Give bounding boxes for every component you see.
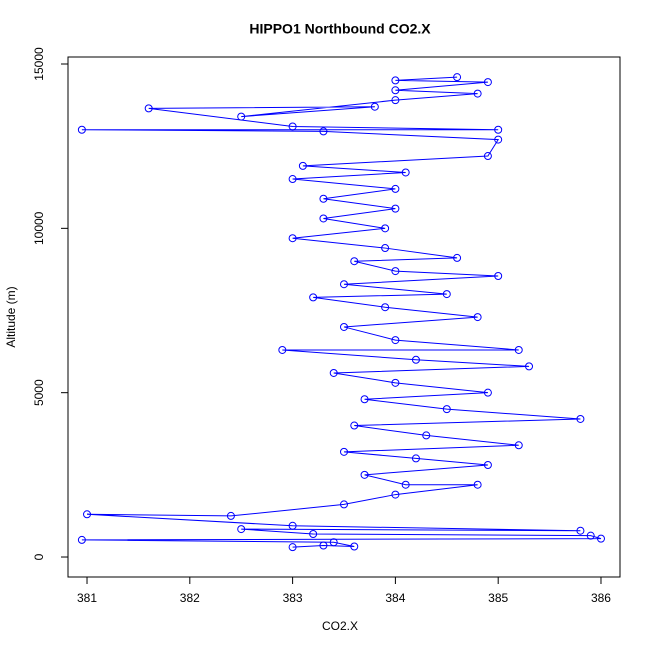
data-point: [319, 541, 328, 550]
data-point: [483, 78, 492, 87]
data-point: [494, 125, 503, 134]
data-point: [288, 234, 297, 243]
data-point: [298, 161, 307, 170]
data-point: [422, 431, 431, 440]
data-point: [391, 86, 400, 95]
data-point: [144, 104, 153, 113]
x-tick-label: 383: [283, 591, 303, 605]
data-point: [83, 510, 92, 519]
x-tick-label: 386: [591, 591, 611, 605]
y-tick-label: 15000: [32, 47, 46, 81]
data-point: [596, 534, 605, 543]
data-point: [288, 175, 297, 184]
data-point: [237, 525, 246, 534]
data-point: [340, 322, 348, 331]
data-point: [473, 480, 482, 489]
data-point: [77, 125, 86, 134]
data-point: [340, 500, 348, 509]
data-point: [391, 336, 400, 345]
data-point: [381, 244, 390, 253]
data-point: [237, 112, 246, 121]
plot-box: [67, 56, 621, 578]
data-point: [370, 102, 379, 111]
data-point: [483, 388, 492, 397]
data-point: [226, 511, 235, 520]
data-point: [473, 313, 482, 322]
data-point: [576, 414, 585, 423]
data-point: [350, 421, 359, 430]
data-point: [391, 204, 400, 213]
data-point: [288, 521, 297, 530]
y-tick-label: 5000: [32, 379, 46, 406]
data-point: [494, 135, 503, 144]
x-tick-label: 384: [385, 591, 405, 605]
data-point: [350, 257, 359, 266]
data-point: [391, 267, 400, 276]
x-tick-label: 385: [488, 591, 508, 605]
data-point: [319, 214, 328, 223]
data-point: [411, 355, 420, 364]
data-point: [350, 542, 359, 551]
data-point: [391, 76, 400, 85]
y-tick-label: 0: [32, 553, 46, 560]
data-point: [340, 280, 348, 289]
data-point: [514, 345, 523, 354]
data-point: [340, 447, 348, 456]
x-axis-label: CO2.X: [322, 619, 358, 633]
data-point: [525, 362, 534, 371]
data-point: [473, 89, 482, 98]
x-tick-label: 382: [180, 591, 200, 605]
data-point: [391, 378, 400, 387]
data-point: [442, 290, 451, 299]
data-point: [453, 73, 462, 82]
data-point: [319, 127, 328, 136]
chart-title: HIPPO1 Northbound CO2.X: [249, 21, 431, 37]
data-point: [453, 253, 462, 262]
data-point: [77, 535, 86, 544]
data-point: [483, 152, 492, 161]
data-point: [360, 395, 369, 404]
data-point: [309, 530, 318, 539]
x-tick-label: 381: [77, 591, 97, 605]
data-point: [288, 122, 297, 131]
data-point: [329, 538, 338, 547]
data-point: [586, 531, 595, 540]
data-point: [381, 224, 390, 233]
y-tick-label: 10000: [32, 211, 46, 245]
data-point: [309, 293, 318, 302]
data-point: [288, 543, 297, 552]
y-axis-label: Altitude (m): [4, 286, 18, 347]
data-point: [329, 368, 338, 377]
data-point: [442, 405, 451, 414]
data-point: [381, 303, 390, 312]
data-point: [278, 345, 287, 354]
data-line: [81, 76, 602, 548]
data-point: [483, 460, 492, 469]
data-point: [319, 194, 328, 203]
data-point: [391, 96, 400, 105]
data-point: [411, 454, 420, 463]
data-point: [401, 168, 410, 177]
data-point: [391, 184, 400, 193]
data-point: [360, 470, 369, 479]
data-point: [494, 271, 503, 280]
data-point: [514, 441, 523, 450]
data-point: [576, 526, 585, 535]
data-point: [391, 490, 400, 499]
data-point: [401, 480, 410, 489]
